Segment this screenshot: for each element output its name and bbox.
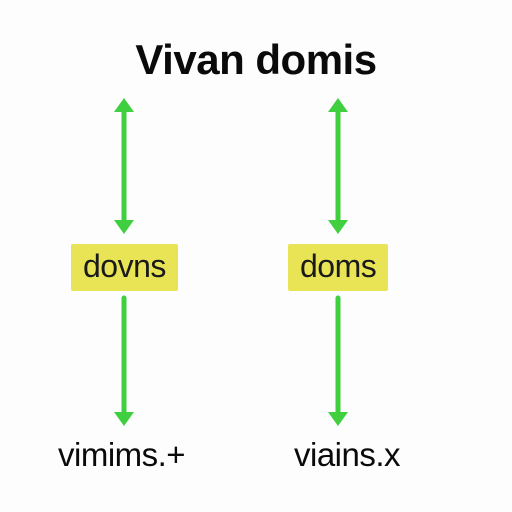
label-viains: viains.x [294,436,400,474]
label-vimims: vimims.+ [58,436,185,474]
